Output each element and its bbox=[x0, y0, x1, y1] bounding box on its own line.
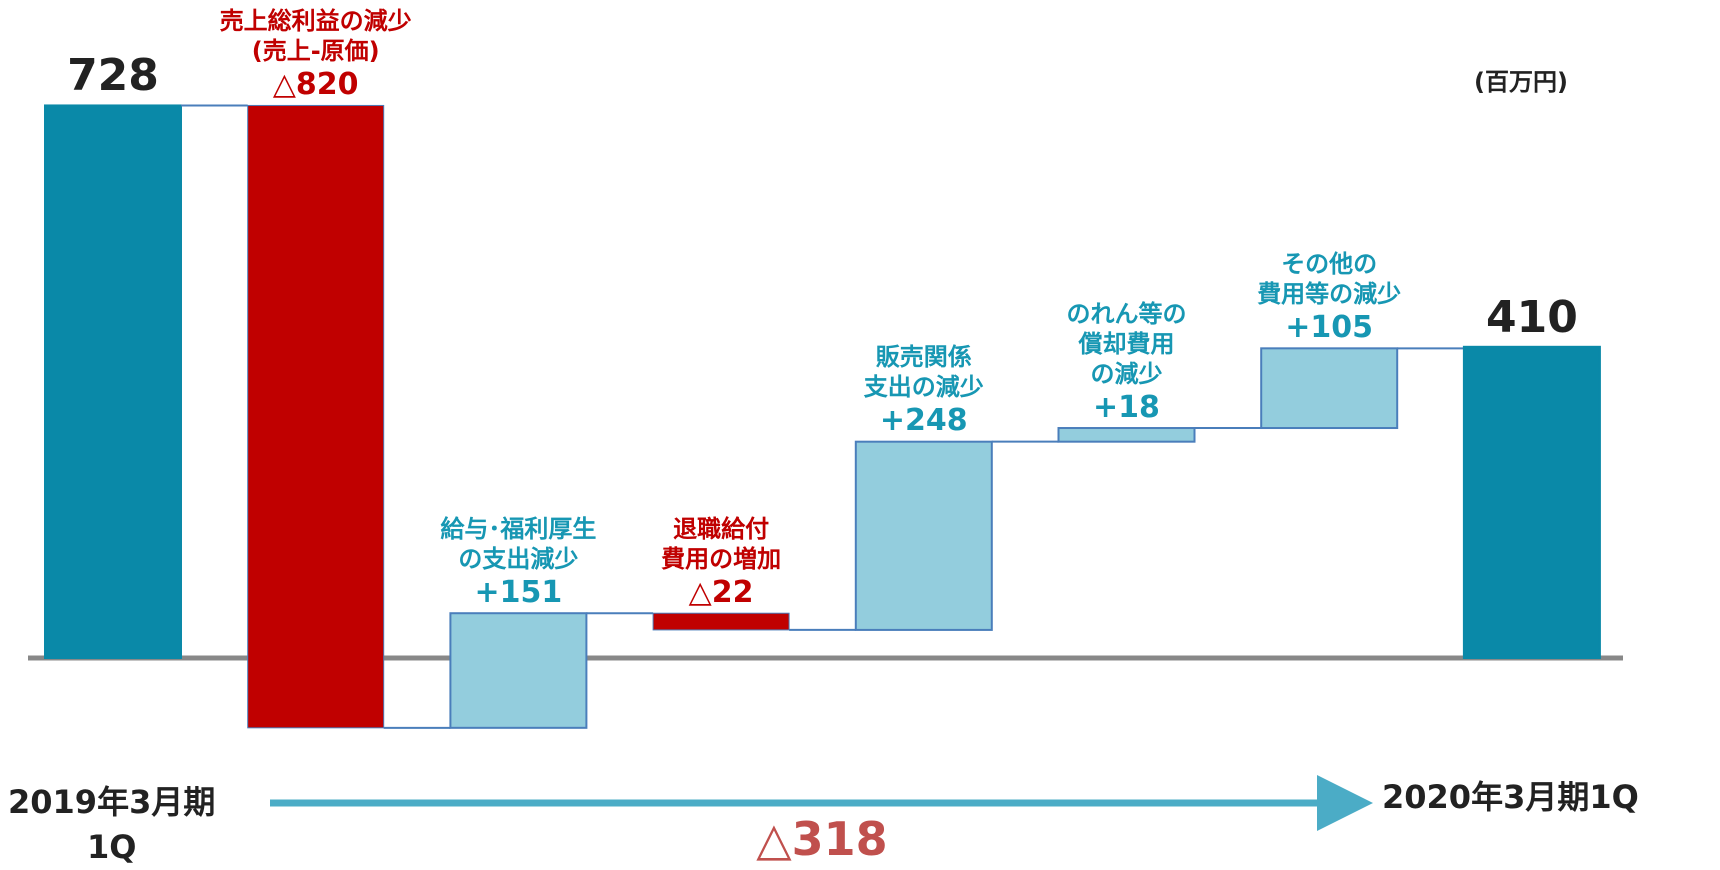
bar bbox=[1462, 345, 1601, 659]
bar-label: 給与･福利厚生 の支出減少 +151 bbox=[440, 514, 596, 612]
value-label: +248 bbox=[879, 403, 968, 439]
bar-label: 728 bbox=[67, 48, 159, 103]
bar-label: 売上総利益の減少 (売上-原価) △820 bbox=[220, 6, 412, 104]
unit-label: (百万円) bbox=[1474, 68, 1568, 96]
category-label: のれん等の 償却費用 の減少 bbox=[1066, 299, 1187, 388]
value-label: △820 bbox=[272, 66, 359, 102]
period-label: 2019年3月期 1Q bbox=[8, 783, 216, 866]
bar bbox=[247, 104, 385, 729]
bar bbox=[449, 612, 588, 729]
value-label: +18 bbox=[1093, 389, 1160, 425]
category-label: その他の 費用等の減少 bbox=[1257, 249, 1402, 308]
category-label: 退職給付 費用の増加 bbox=[661, 514, 782, 573]
value-label: +151 bbox=[474, 574, 563, 610]
bar bbox=[854, 440, 993, 631]
bar-label: 410 bbox=[1486, 290, 1578, 345]
category-label: 給与･福利厚生 の支出減少 bbox=[440, 514, 597, 573]
value-label: +105 bbox=[1285, 309, 1374, 345]
bar-label: 販売関係 支出の減少 +248 bbox=[864, 342, 984, 440]
value-label: 728 bbox=[67, 50, 159, 102]
value-label: 410 bbox=[1485, 291, 1578, 343]
category-label: 売上総利益の減少 (売上-原価) bbox=[219, 6, 412, 65]
category-label: 販売関係 支出の減少 bbox=[863, 343, 984, 402]
period-label: 2020年3月期1Q bbox=[1382, 778, 1639, 816]
value-label: △22 bbox=[688, 574, 754, 610]
bar bbox=[652, 612, 790, 631]
bar bbox=[44, 104, 182, 659]
bar-label: その他の 費用等の減少 +105 bbox=[1257, 249, 1401, 347]
bar-label: のれん等の 償却費用 の減少 +18 bbox=[1067, 299, 1187, 427]
bar-label: 退職給付 費用の増加 △22 bbox=[661, 514, 781, 612]
bar bbox=[1260, 347, 1399, 430]
change-label: △318 bbox=[756, 812, 888, 866]
bar bbox=[1057, 427, 1196, 443]
